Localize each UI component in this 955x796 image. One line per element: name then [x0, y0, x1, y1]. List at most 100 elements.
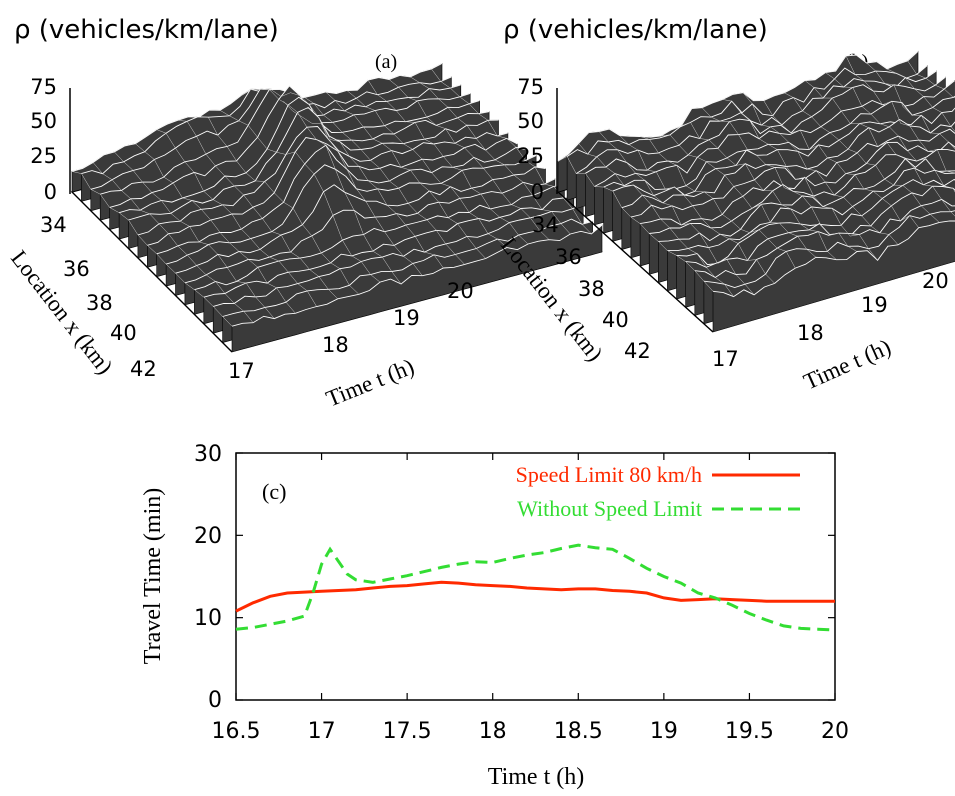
x-tick-label: 18 — [479, 719, 507, 744]
z-tick-label: 50 — [30, 109, 57, 133]
legend-label-speed-limit: Speed Limit 80 km/h — [516, 462, 702, 487]
y-tick-label: 42 — [130, 357, 157, 381]
series-lines-c — [235, 543, 836, 632]
surface-ridge — [649, 148, 955, 234]
surface-mesh-line — [804, 80, 955, 217]
y-tick-label: 38 — [86, 291, 113, 315]
surface-mesh-line — [907, 60, 955, 99]
surface-mesh-line — [156, 129, 317, 307]
surface-ridge — [137, 126, 509, 236]
surface-mesh-line — [763, 100, 919, 228]
x-tick-label: 19 — [393, 306, 420, 330]
surface-ridge — [165, 155, 537, 265]
surface-mesh-line — [346, 90, 508, 248]
surface-mesh-line — [866, 62, 955, 150]
surface-mesh-line — [71, 171, 233, 327]
surface-mesh-line — [177, 120, 338, 299]
z-ticks-a: 75 50 25 0 — [30, 75, 57, 204]
surface-ridge — [603, 95, 955, 191]
surface-mesh-line — [410, 76, 571, 235]
surface-ridge — [156, 144, 527, 255]
surface-mesh-line — [578, 143, 734, 297]
surface-mesh-line — [283, 101, 444, 269]
surface-mesh-line — [198, 116, 360, 295]
y-tick-label: 20 — [194, 524, 222, 549]
zlabel-b: ρ (vehicles/km/lane) — [503, 15, 768, 45]
surface-mesh-line — [219, 110, 381, 283]
x-ticks-b: 17 18 19 20 — [712, 269, 949, 371]
surface-mesh-line — [388, 79, 550, 240]
y-ticks-a: 34 36 38 40 42 — [40, 213, 157, 381]
surface-ridge — [175, 166, 546, 274]
surface-mesh-line — [784, 92, 940, 223]
surface-ridge — [676, 178, 955, 266]
panel-label-a: (a) — [375, 51, 397, 73]
surface-mesh-line — [557, 156, 714, 292]
surface-plot-a: ρ (vehicles/km/lane) (a) 75 50 25 0 34 3… — [6, 15, 603, 412]
surface-plot-b: ρ (vehicles/km/lane) (b) 75 50 25 0 34 3… — [496, 15, 955, 395]
surface-ridge — [703, 210, 955, 288]
y-tick-label: 42 — [624, 339, 651, 363]
surface-ridge — [585, 76, 946, 174]
y-tick-label: 40 — [110, 321, 137, 345]
x-tick-label: 19 — [861, 293, 888, 317]
surface-mesh-line — [92, 162, 254, 323]
y-tick-label: 0 — [208, 688, 222, 713]
y-tick-label: 34 — [40, 213, 67, 237]
surface-ridge — [194, 183, 565, 291]
surface-mesh-line — [886, 68, 955, 132]
surface-mesh-line — [240, 88, 402, 285]
surface-mesh-line — [701, 107, 858, 252]
surface-ridge — [630, 128, 955, 218]
surface-mesh-line — [742, 92, 899, 245]
surface-mesh-line — [262, 89, 423, 276]
x-tick-label: 18 — [322, 333, 349, 357]
surface-ridge — [213, 203, 584, 307]
y-tick-label: 10 — [194, 606, 222, 631]
series-line-speed-limit — [235, 580, 835, 613]
y-tick-labels-c: 0 10 20 30 — [194, 442, 222, 713]
xlabel-a: Time t (h) — [323, 354, 418, 412]
x-tick-label: 17 — [308, 719, 336, 744]
surface-mesh-line — [114, 151, 275, 319]
surface-mesh-b — [556, 50, 955, 333]
x-ticks-a: 17 18 19 20 — [228, 279, 474, 383]
surface-ridge — [566, 65, 928, 157]
plot-frame-c — [235, 452, 836, 701]
z-tick-label: 0 — [531, 180, 544, 204]
surface-ridge — [128, 106, 499, 221]
x-tick-label: 17 — [228, 359, 255, 383]
z-tick-label: 75 — [517, 75, 544, 99]
xlabel-c: Time t (h) — [488, 764, 584, 790]
surface-ridge — [557, 51, 919, 162]
y-tick-label: 36 — [63, 257, 90, 281]
surface-ridge — [118, 96, 490, 214]
y-ticks-b: 34 36 38 40 42 — [532, 213, 651, 363]
y-tick-label: 36 — [555, 245, 582, 269]
ylabel-c: Travel Time (min) — [140, 488, 166, 664]
surface-ridge — [712, 220, 955, 298]
z-tick-label: 25 — [30, 144, 57, 168]
surface-ridge — [231, 224, 603, 327]
surface-ridge — [612, 107, 955, 197]
surface-ridge — [222, 218, 593, 317]
z-tick-label: 50 — [517, 109, 544, 133]
x-tick-labels-c: 16.5 17 17.5 18 18.5 19 19.5 20 — [212, 719, 849, 744]
y-tick-label: 38 — [578, 277, 605, 301]
surface-ridge — [685, 185, 955, 268]
surface-ridge — [694, 198, 955, 279]
z-ticks-b: 75 50 25 0 — [517, 75, 544, 204]
surface-ridge — [109, 85, 480, 208]
surface-ridge — [658, 158, 955, 242]
surface-mesh-line — [598, 131, 755, 295]
x-tick-label: 20 — [447, 279, 474, 303]
x-tick-label: 19 — [650, 719, 678, 744]
z-tick-label: 0 — [44, 180, 57, 204]
x-tick-label: 18.5 — [554, 719, 603, 744]
surface-mesh-line — [431, 68, 592, 235]
x-tick-label: 19.5 — [725, 719, 774, 744]
surface-mesh-line — [135, 143, 296, 314]
surface-mesh-line — [619, 135, 775, 284]
surface-ridge — [621, 118, 955, 209]
